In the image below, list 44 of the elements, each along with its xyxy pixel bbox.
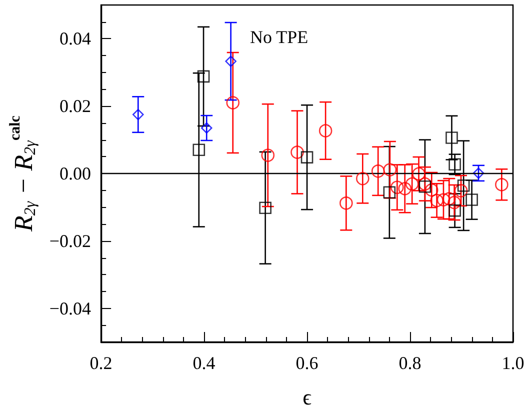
x-tick-label: 0.6: [296, 353, 318, 373]
y-tick-label: 0.00: [60, 164, 92, 184]
point: [200, 122, 212, 134]
point: [436, 193, 450, 206]
point: [390, 180, 404, 194]
point: [318, 124, 332, 138]
point: [340, 196, 353, 210]
point: [259, 202, 272, 214]
point: [226, 96, 240, 110]
point: [454, 184, 468, 198]
point: [300, 151, 314, 164]
point: [418, 180, 432, 193]
point: [405, 177, 419, 191]
point: [495, 178, 508, 192]
point: [448, 196, 461, 210]
point: [430, 194, 444, 208]
y-tick-label: 0.02: [60, 96, 92, 116]
y-tick-label: −0.02: [49, 230, 92, 251]
point: [356, 172, 370, 186]
x-tick-label: 1.0: [502, 353, 524, 373]
point: [371, 164, 385, 178]
x-tick-label: 0.8: [398, 353, 422, 373]
y-axis-title: R2γ − R2γcalc: [8, 115, 39, 232]
x-tick-label: 0.4: [192, 353, 216, 373]
point: [457, 179, 470, 192]
point: [442, 192, 456, 206]
annotation: No TPE: [250, 27, 308, 47]
point: [261, 148, 275, 162]
point: [290, 146, 304, 159]
point: [448, 204, 461, 217]
y-tick-label: 0.04: [60, 28, 92, 49]
point: [225, 56, 236, 67]
point: [132, 108, 144, 120]
point: [425, 183, 438, 197]
point: [448, 158, 461, 171]
point: [197, 70, 210, 83]
point: [383, 163, 397, 176]
point: [446, 132, 458, 144]
x-axis-title: ϵ: [302, 384, 312, 410]
x-tick-label: 0.2: [90, 353, 112, 373]
point: [472, 168, 484, 179]
y-tick-label: −0.04: [49, 298, 92, 318]
point: [466, 194, 478, 206]
point: [192, 144, 206, 156]
